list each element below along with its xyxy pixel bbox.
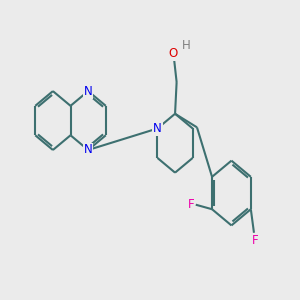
Text: F: F [252,234,259,248]
Text: N: N [84,143,92,157]
Text: F: F [188,198,194,211]
Text: N: N [84,85,92,98]
Text: N: N [153,122,162,135]
Text: H: H [182,39,191,52]
Text: O: O [169,47,178,61]
